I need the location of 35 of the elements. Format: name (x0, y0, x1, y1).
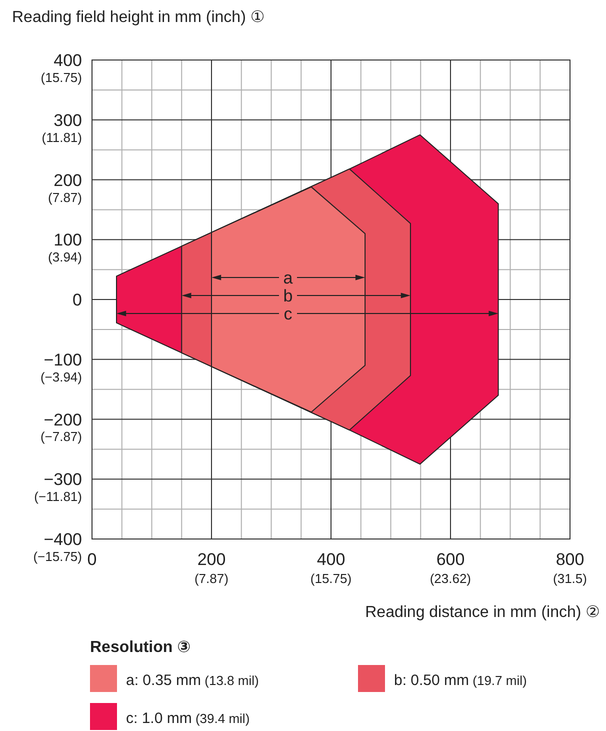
y2-tick-label: (−11.81) (34, 489, 82, 504)
y-tick-label: 100 (54, 230, 82, 250)
y-axis-title: Reading field height in mm (inch) ① (12, 9, 265, 26)
x-tick-label: 0 (87, 550, 97, 569)
y-tick-label: −200 (44, 410, 82, 430)
y-tick-label: 200 (54, 170, 82, 190)
y-tick-label: 300 (54, 110, 82, 130)
x2-tick-label: (31.5) (553, 571, 587, 586)
y-tick-label: 400 (54, 51, 82, 70)
legend-label: c: 1.0 mm (39.4 mil) (126, 710, 250, 727)
legend-title: Resolution ③ (90, 639, 191, 656)
y2-tick-label: (7.87) (48, 190, 82, 205)
annotation: a (283, 268, 294, 288)
y-tick-label: 0 (72, 290, 82, 310)
y-tick-label: −400 (44, 530, 82, 549)
legend-label: b: 0.50 mm (19.7 mil) (394, 672, 527, 689)
y2-tick-label: (3.94) (48, 250, 82, 265)
y-tick-label: −100 (44, 350, 82, 370)
y2-tick-label: (11.81) (42, 130, 82, 145)
x2-tick-label: (7.87) (194, 571, 228, 586)
y2-tick-label: (−15.75) (33, 549, 82, 564)
y-tick-label: −300 (44, 470, 82, 490)
y2-tick-label: (−3.94) (40, 369, 82, 384)
y2-tick-label: (15.75) (40, 70, 82, 85)
x-tick-label: 600 (436, 550, 465, 569)
x-axis-title: Reading distance in mm (inch) ② (365, 604, 600, 621)
legend-label: a: 0.35 mm (13.8 mil) (126, 672, 259, 689)
y2-tick-label: (−7.87) (40, 429, 82, 444)
annotation: b (283, 286, 293, 306)
x-tick-label: 400 (316, 550, 346, 569)
annotation: c (284, 304, 293, 324)
x2-tick-label: (15.75) (310, 571, 352, 586)
x-tick-label: 800 (556, 550, 584, 569)
x2-tick-label: (23.62) (430, 571, 472, 586)
x-tick-label: 200 (197, 550, 226, 569)
